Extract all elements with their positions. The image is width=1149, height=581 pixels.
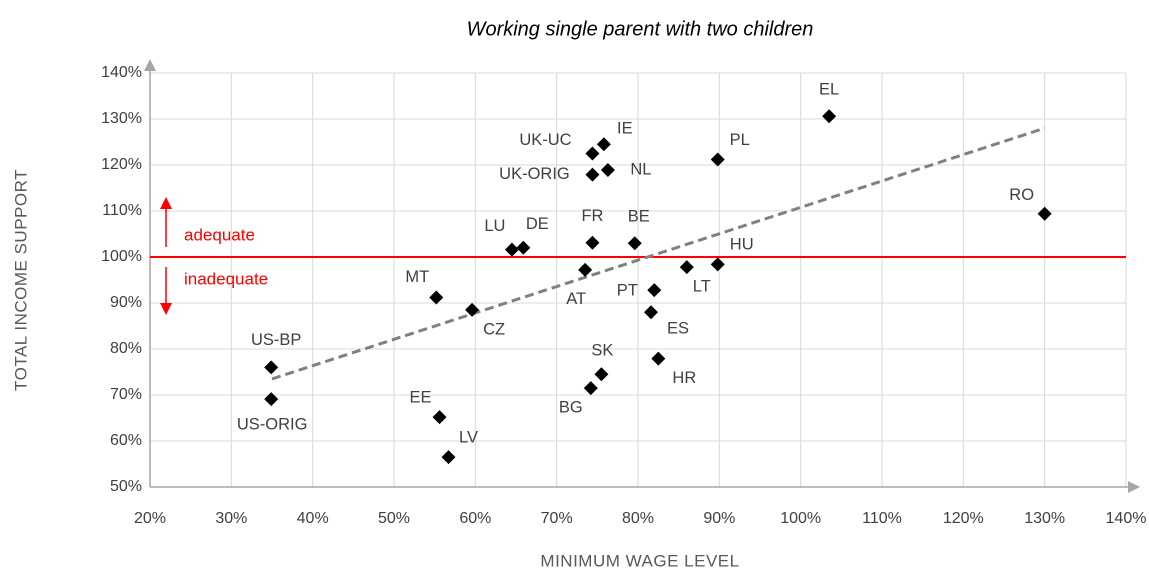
point-label: ES xyxy=(667,320,689,338)
point-label: EL xyxy=(819,81,839,99)
x-tick-label: 130% xyxy=(1024,510,1065,527)
point xyxy=(516,240,531,255)
point xyxy=(710,152,725,167)
point-label: IE xyxy=(617,120,633,138)
x-tick-label: 40% xyxy=(297,510,329,527)
point xyxy=(585,167,600,182)
point-label: CZ xyxy=(483,320,505,338)
point xyxy=(596,137,611,152)
trendline xyxy=(271,126,1046,381)
point-label: EE xyxy=(410,388,432,406)
point xyxy=(578,262,593,277)
point xyxy=(822,109,837,124)
x-tick-label: 30% xyxy=(215,510,247,527)
point-label: LT xyxy=(693,277,711,295)
arrow-down-head xyxy=(160,303,172,315)
point xyxy=(583,381,598,396)
y-axis-title: TOTAL INCOME SUPPORT xyxy=(11,169,30,391)
arrow-up-head xyxy=(160,197,172,209)
point xyxy=(504,242,519,257)
point-label: UK-ORIG xyxy=(499,165,570,183)
y-tick-label: 120% xyxy=(101,156,142,173)
point-label: NL xyxy=(630,160,651,178)
point xyxy=(1037,206,1052,221)
y-tick-label: 90% xyxy=(110,294,142,311)
x-tick-label: 120% xyxy=(943,510,984,527)
point xyxy=(594,367,609,382)
point-label: LU xyxy=(484,217,505,235)
point xyxy=(264,392,279,407)
y-tick-label: 60% xyxy=(110,432,142,449)
x-tick-label: 140% xyxy=(1106,510,1147,527)
point-label: LV xyxy=(459,428,478,446)
point xyxy=(432,410,447,425)
point-label: DE xyxy=(526,215,549,233)
point-label: AT xyxy=(566,290,586,308)
x-tick-label: 80% xyxy=(622,510,654,527)
point-label: FR xyxy=(581,207,603,225)
point-label: MT xyxy=(405,268,429,286)
y-tick-label: 140% xyxy=(101,64,142,81)
point xyxy=(585,235,600,250)
y-tick-label: 130% xyxy=(101,110,142,127)
point xyxy=(647,283,662,298)
point-label: PL xyxy=(730,131,750,149)
point xyxy=(264,360,279,375)
point-label: PT xyxy=(617,281,638,299)
point xyxy=(429,290,444,305)
x-tick-label: 60% xyxy=(459,510,491,527)
point xyxy=(441,450,456,465)
x-tick-label: 70% xyxy=(541,510,573,527)
x-tick-label: 100% xyxy=(780,510,821,527)
point xyxy=(679,260,694,275)
point-label: US-ORIG xyxy=(237,415,308,433)
annotation: inadequate xyxy=(184,269,268,288)
point-label: HR xyxy=(672,369,696,387)
annotation: adequate xyxy=(184,225,255,244)
point-label: US-BP xyxy=(251,331,301,349)
y-tick-label: 100% xyxy=(101,248,142,265)
point-label: BE xyxy=(628,208,650,226)
x-tick-label: 90% xyxy=(703,510,735,527)
x-axis-title: MINIMUM WAGE LEVEL xyxy=(540,551,739,570)
point xyxy=(585,146,600,161)
point xyxy=(644,305,659,320)
point-label: UK-UC xyxy=(519,131,571,149)
point xyxy=(465,302,480,317)
point xyxy=(627,236,642,251)
y-axis-arrow xyxy=(144,59,156,71)
point xyxy=(600,163,615,178)
chart-title: Working single parent with two children xyxy=(467,18,814,40)
point xyxy=(651,351,666,366)
point-label: RO xyxy=(1009,186,1034,204)
y-tick-label: 70% xyxy=(110,386,142,403)
point-label: HU xyxy=(730,236,754,254)
x-tick-label: 50% xyxy=(378,510,410,527)
point-label: SK xyxy=(591,342,613,360)
point-label: BG xyxy=(559,398,583,416)
y-tick-label: 110% xyxy=(102,202,142,219)
y-tick-label: 80% xyxy=(110,340,142,357)
y-tick-label: 50% xyxy=(110,478,142,495)
x-axis-arrow xyxy=(1128,481,1140,493)
x-tick-label: 20% xyxy=(134,510,166,527)
point xyxy=(710,257,725,272)
x-tick-label: 110% xyxy=(862,510,902,527)
